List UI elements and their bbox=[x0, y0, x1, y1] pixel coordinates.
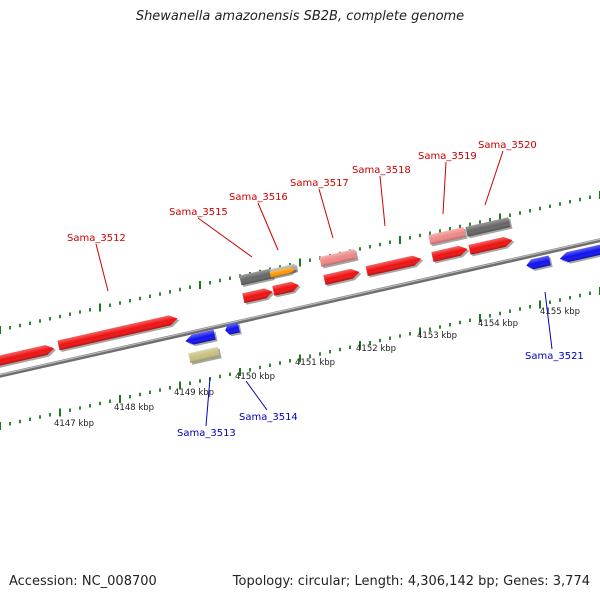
scale-label-4155: 4155 kbp bbox=[540, 307, 580, 317]
length-value: 4,306,142 bp bbox=[407, 574, 495, 589]
genes-value: 3,774 bbox=[552, 574, 590, 589]
gene-label-sama-3521[interactable]: Sama_3521 bbox=[525, 351, 584, 362]
gene-sama-3521[interactable] bbox=[525, 255, 553, 272]
gene-label-sama-3515[interactable]: Sama_3515 bbox=[169, 207, 228, 218]
genome-stats: Topology: circular; Length: 4,306,142 bp… bbox=[232, 574, 590, 589]
gene-features bbox=[0, 217, 600, 371]
leader-line bbox=[544, 291, 553, 350]
leader-line bbox=[484, 150, 504, 206]
gene-sama-3512[interactable] bbox=[57, 313, 180, 352]
leader-line bbox=[205, 377, 211, 427]
gene-sama-3516c[interactable] bbox=[272, 280, 301, 298]
leader-line bbox=[245, 380, 268, 411]
gene-sama-3515b[interactable] bbox=[242, 286, 275, 305]
scale-label-4149: 4149 kbp bbox=[174, 388, 214, 398]
scale-labels: 4147 kbp 4148 kbp 4149 kbp 4150 kbp 4151… bbox=[54, 307, 580, 429]
gene-sama-3522[interactable] bbox=[559, 240, 600, 266]
gene-sama-3515[interactable] bbox=[239, 268, 275, 288]
accession-label: Accession: bbox=[9, 574, 78, 589]
gene-label-sama-3520[interactable]: Sama_3520 bbox=[478, 140, 537, 151]
scale-label-4152: 4152 kbp bbox=[356, 344, 396, 354]
leader-line bbox=[197, 217, 253, 258]
leader-line bbox=[379, 175, 386, 227]
gene-sama-3519[interactable] bbox=[428, 227, 468, 247]
gene-sama-3520[interactable] bbox=[465, 217, 513, 239]
gene-sama-3514[interactable] bbox=[224, 322, 242, 337]
gene-sama-3516b[interactable] bbox=[269, 266, 299, 280]
scale-label-4148: 4148 kbp bbox=[114, 403, 154, 413]
topology-value: circular bbox=[297, 574, 346, 589]
scale-label-4151: 4151 kbp bbox=[295, 358, 335, 368]
scale-label-4150: 4150 kbp bbox=[235, 372, 275, 382]
lower-tick-track bbox=[0, 287, 600, 430]
gene-sama-3517[interactable] bbox=[319, 249, 359, 269]
gene-label-sama-3514[interactable]: Sama_3514 bbox=[239, 412, 298, 423]
gene-label-sama-3512[interactable]: Sama_3512 bbox=[67, 233, 126, 244]
length-label: Length: bbox=[354, 574, 404, 589]
accession-info: Accession: NC_008700 bbox=[9, 574, 157, 589]
label-leader-lines bbox=[95, 150, 553, 427]
gene-sama-3513[interactable] bbox=[188, 346, 222, 365]
scale-label-4147: 4147 kbp bbox=[54, 419, 94, 429]
gene-label-sama-3516[interactable]: Sama_3516 bbox=[229, 192, 288, 203]
leader-line bbox=[257, 202, 279, 251]
accession-value: NC_008700 bbox=[81, 574, 157, 589]
gene-rev-a[interactable] bbox=[184, 329, 218, 348]
leader-line bbox=[95, 243, 109, 292]
gene-label-sama-3513[interactable]: Sama_3513 bbox=[177, 428, 236, 439]
scale-label-4154: 4154 kbp bbox=[478, 319, 518, 329]
scale-label-4153: 4153 kbp bbox=[417, 331, 457, 341]
gene-label-sama-3517[interactable]: Sama_3517 bbox=[290, 178, 349, 189]
gene-label-sama-3519[interactable]: Sama_3519 bbox=[418, 151, 477, 162]
genes-label: Genes: bbox=[503, 574, 549, 589]
gene-sama-3518[interactable] bbox=[365, 254, 425, 278]
gene-sama-3519b[interactable] bbox=[431, 244, 470, 264]
genome-backbone bbox=[0, 238, 600, 378]
leader-line bbox=[318, 188, 334, 239]
gene-label-sama-3518[interactable]: Sama_3518 bbox=[352, 165, 411, 176]
gene-sama-3520b[interactable] bbox=[468, 235, 515, 257]
leader-line bbox=[442, 161, 447, 215]
gene-labels: Sama_3512 Sama_3515 Sama_3516 Sama_3517 … bbox=[67, 140, 584, 439]
gene-sama-3511[interactable] bbox=[0, 343, 57, 371]
gene-sama-3517b[interactable] bbox=[323, 267, 362, 287]
topology-label: Topology: bbox=[232, 574, 294, 589]
map-title: Shewanella amazonensis SB2B, complete ge… bbox=[135, 9, 465, 24]
